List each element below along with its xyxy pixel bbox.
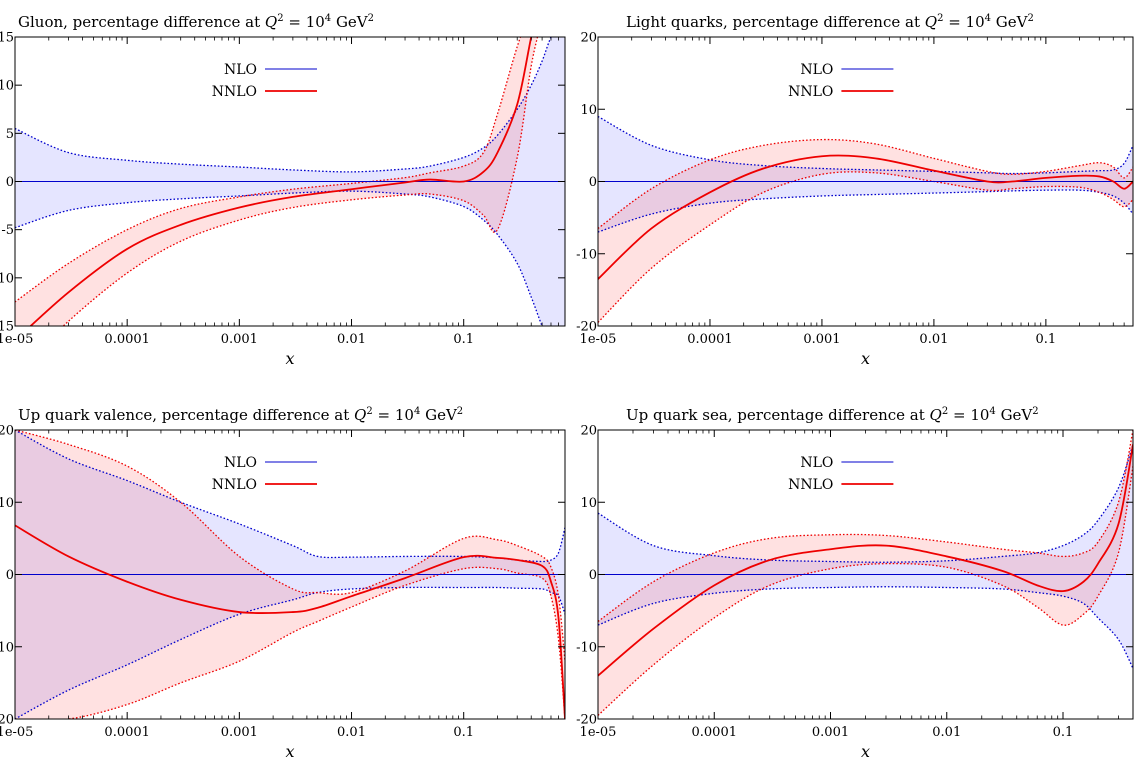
x-tick-label: 0.0001 bbox=[104, 725, 150, 740]
x-tick-label: 0.0001 bbox=[687, 332, 733, 347]
lower-bound-nlo bbox=[15, 190, 543, 326]
central-line-nnlo bbox=[15, 524, 565, 719]
chart-title: Light quarks, percentage difference at Q… bbox=[626, 13, 1034, 31]
chart-title: Up quark valence, percentage difference … bbox=[18, 406, 463, 424]
legend-label-nlo: NLO bbox=[224, 455, 257, 471]
x-tick-label: 0.01 bbox=[337, 725, 366, 740]
legend-label-nnlo: NNLO bbox=[788, 84, 833, 100]
chart-panel-2: Light quarks, percentage difference at Q… bbox=[576, 13, 1134, 368]
x-tick-label: 0.001 bbox=[221, 725, 258, 740]
x-tick-label: 0.001 bbox=[221, 332, 258, 347]
y-tick-label: -20 bbox=[576, 713, 597, 728]
y-tick-label: 20 bbox=[0, 424, 14, 439]
lower-bound-nlo bbox=[15, 586, 565, 719]
y-tick-label: -20 bbox=[0, 713, 14, 728]
upper-bound-nnlo bbox=[15, 37, 522, 303]
chart-title: Up quark sea, percentage difference at Q… bbox=[626, 406, 1039, 424]
lower-bound-nlo bbox=[598, 189, 1133, 233]
lower-bound-nnlo bbox=[15, 566, 565, 719]
y-tick-label: 10 bbox=[0, 496, 14, 511]
central-line-nnlo bbox=[29, 37, 533, 326]
lower-bound-nnlo bbox=[62, 37, 539, 326]
y-tick-label: -10 bbox=[576, 247, 597, 262]
upper-bound-nlo bbox=[598, 115, 1133, 175]
x-tick-label: 0.01 bbox=[337, 332, 366, 347]
x-tick-label: 1e-05 bbox=[0, 725, 33, 740]
x-tick-label: 0.001 bbox=[803, 332, 840, 347]
y-tick-label: 0 bbox=[589, 568, 597, 583]
legend-label-nnlo: NNLO bbox=[212, 84, 257, 100]
x-tick-label: 0.1 bbox=[1036, 332, 1057, 347]
chart-panel-1: Gluon, percentage difference at Q2 = 104… bbox=[0, 13, 566, 368]
chart-panel-3: Up quark valence, percentage difference … bbox=[0, 406, 566, 760]
upper-bound-nnlo bbox=[598, 138, 1133, 229]
x-tick-label: 1e-05 bbox=[0, 332, 33, 347]
x-axis-label: x bbox=[861, 742, 870, 760]
lower-bound-nnlo bbox=[598, 171, 1133, 323]
central-line-nnlo bbox=[598, 444, 1133, 677]
x-axis-label: x bbox=[285, 349, 294, 368]
upper-bound-nnlo bbox=[598, 430, 1133, 622]
y-tick-label: 5 bbox=[6, 127, 14, 142]
y-tick-label: -10 bbox=[0, 640, 14, 655]
x-tick-label: 0.0001 bbox=[104, 332, 150, 347]
x-tick-label: 0.01 bbox=[932, 725, 961, 740]
y-tick-label: 20 bbox=[580, 31, 597, 46]
x-tick-label: 1e-05 bbox=[580, 725, 617, 740]
y-tick-label: 15 bbox=[0, 31, 14, 46]
y-tick-label: 10 bbox=[580, 103, 597, 118]
legend-label-nlo: NLO bbox=[224, 62, 257, 78]
upper-bound-nlo bbox=[15, 37, 552, 173]
y-tick-label: 10 bbox=[0, 79, 14, 94]
x-tick-label: 0.0001 bbox=[692, 725, 738, 740]
band-nnlo bbox=[15, 430, 565, 719]
legend-label-nnlo: NNLO bbox=[212, 477, 257, 493]
y-tick-label: 10 bbox=[580, 496, 597, 511]
x-axis-label: x bbox=[285, 742, 294, 760]
band-nnlo bbox=[598, 139, 1133, 323]
band-nlo bbox=[598, 116, 1133, 233]
legend-label-nlo: NLO bbox=[800, 62, 833, 78]
x-tick-label: 0.01 bbox=[919, 332, 948, 347]
x-tick-label: 0.1 bbox=[1053, 725, 1074, 740]
y-tick-label: -5 bbox=[1, 223, 14, 238]
legend-label-nnlo: NNLO bbox=[788, 477, 833, 493]
y-tick-label: 0 bbox=[6, 175, 14, 190]
band-nlo bbox=[598, 444, 1133, 669]
band-nnlo bbox=[15, 37, 538, 326]
band-nnlo bbox=[598, 430, 1133, 716]
upper-bound-nlo bbox=[15, 430, 565, 563]
y-tick-label: 0 bbox=[589, 175, 597, 190]
lower-bound-nlo bbox=[598, 586, 1133, 669]
upper-bound-nlo bbox=[598, 444, 1133, 563]
x-axis-label: x bbox=[861, 349, 870, 368]
x-tick-label: 0.1 bbox=[453, 332, 474, 347]
central-line-nnlo bbox=[598, 154, 1133, 280]
upper-bound-nnlo bbox=[15, 430, 565, 662]
y-tick-label: 0 bbox=[6, 568, 14, 583]
x-tick-label: 1e-05 bbox=[580, 332, 617, 347]
y-tick-label: -10 bbox=[576, 640, 597, 655]
y-tick-label: -15 bbox=[0, 320, 14, 335]
x-tick-label: 0.1 bbox=[453, 725, 474, 740]
legend-label-nlo: NLO bbox=[800, 455, 833, 471]
chart-title: Gluon, percentage difference at Q2 = 104… bbox=[18, 13, 374, 31]
y-tick-label: -10 bbox=[0, 271, 14, 286]
y-tick-label: 20 bbox=[580, 424, 597, 439]
y-tick-label: -20 bbox=[576, 320, 597, 335]
chart-panel-4: Up quark sea, percentage difference at Q… bbox=[576, 406, 1134, 760]
x-tick-label: 0.001 bbox=[812, 725, 849, 740]
